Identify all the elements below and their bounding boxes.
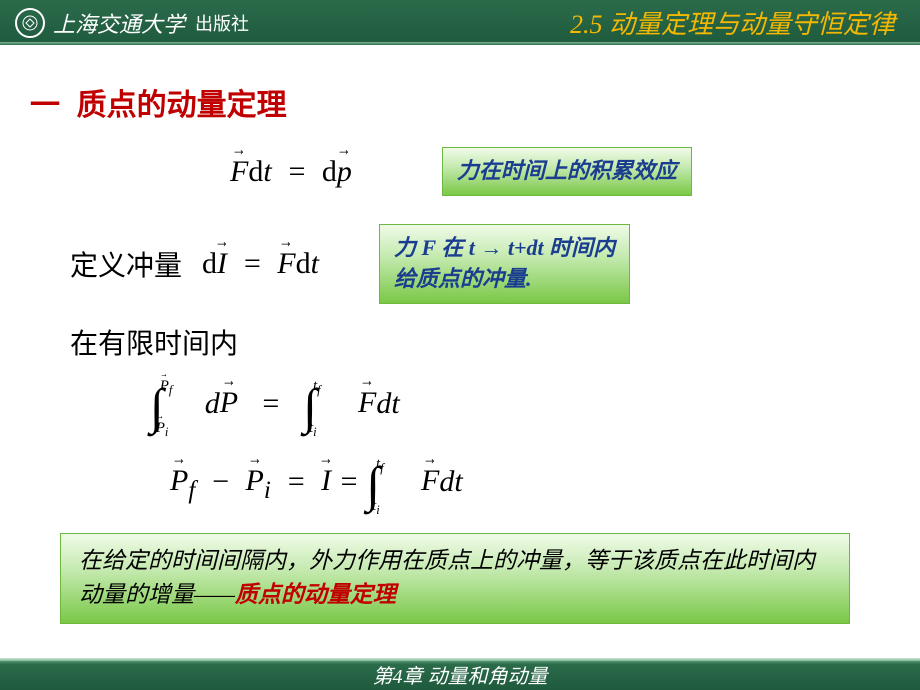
formula-momentum-theorem: Pf − Pi = I = ∫tfti Fdt bbox=[170, 455, 880, 513]
formula-row-1: Fdt = dp 力在时间上的积累效应 bbox=[30, 144, 880, 199]
formula-row-2: 定义冲量 dI = Fdt 力 F 在 t → t+dt 时间内 给质点的冲量. bbox=[30, 224, 880, 304]
chapter-title: 2.5 动量定理与动量守恒定律 bbox=[570, 4, 895, 41]
section-title: 质点的动量定理 bbox=[77, 89, 287, 122]
label-finite-time-row: 在有限时间内 bbox=[70, 322, 880, 362]
conclusion-highlight: 质点的动量定理 bbox=[235, 582, 396, 607]
conclusion-text: 在给定的时间间隔内，外力作用在质点上的冲量，等于该质点在此时间内动量的增量—— bbox=[79, 548, 815, 608]
footer-chapter-label: 第4章 动量和角动量 bbox=[373, 660, 548, 689]
publisher-logo: 上海交通大学 出版社 bbox=[15, 7, 249, 39]
slide-content: 一 质点的动量定理 Fdt = dp 力在时间上的积累效应 定义冲量 dI = … bbox=[0, 45, 920, 634]
label-define-impulse: 定义冲量 bbox=[70, 244, 182, 284]
publisher-suffix: 出版社 bbox=[195, 10, 249, 36]
formula-fdt-dp: Fdt = dp bbox=[230, 155, 352, 189]
slide-footer: 第4章 动量和角动量 bbox=[0, 658, 920, 690]
conclusion-box: 在给定的时间间隔内，外力作用在质点上的冲量，等于该质点在此时间内动量的增量——质… bbox=[60, 533, 850, 624]
section-heading: 一 质点的动量定理 bbox=[30, 80, 880, 124]
university-seal-icon bbox=[15, 8, 45, 38]
footer-divider bbox=[0, 658, 920, 661]
section-number: 一 bbox=[30, 89, 60, 122]
formula-integral-dp: ∫PfPi dP = ∫tfti Fdt bbox=[150, 377, 880, 435]
callout-accumulation: 力在时间上的积累效应 bbox=[442, 147, 692, 196]
university-name: 上海交通大学 bbox=[53, 7, 185, 39]
callout-impulse-def: 力 F 在 t → t+dt 时间内 给质点的冲量. bbox=[379, 224, 630, 304]
label-finite-time: 在有限时间内 bbox=[70, 329, 238, 360]
slide-header: 上海交通大学 出版社 2.5 动量定理与动量守恒定律 bbox=[0, 0, 920, 45]
formula-di-fdt: dI = Fdt bbox=[202, 247, 319, 281]
